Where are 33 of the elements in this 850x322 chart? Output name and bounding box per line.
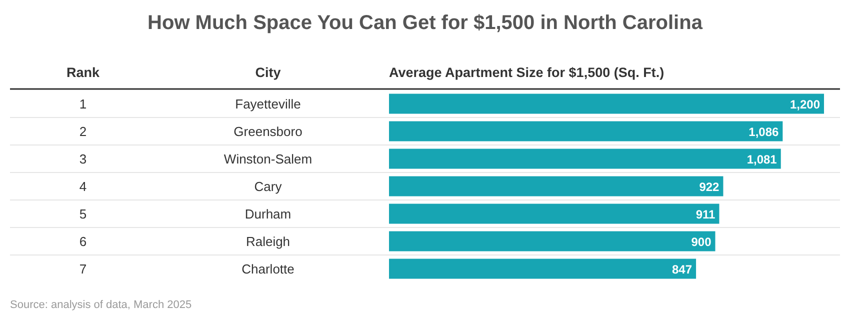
text: Rank	[66, 65, 100, 80]
data-label: 1,086	[748, 124, 779, 139]
text: 1	[79, 96, 87, 112]
source-note: Source: analysis of data, March 2025	[10, 299, 192, 311]
y-tick-label: Greensboro	[234, 124, 302, 139]
bar	[389, 121, 783, 142]
y-tick-label: Charlotte	[242, 261, 294, 276]
data-label: 900	[691, 234, 712, 249]
data-label: 1,081	[746, 152, 778, 166]
text: 7	[79, 261, 87, 276]
text: 5	[79, 206, 87, 222]
y-tick-label: Winston-Salem	[224, 151, 312, 166]
data-label: 911	[696, 207, 716, 222]
bar	[389, 231, 716, 252]
text: 3	[79, 151, 87, 166]
y-axis-title: City	[255, 65, 282, 80]
text: 2	[79, 124, 87, 139]
bar	[389, 148, 781, 169]
bar	[389, 258, 696, 279]
bar	[389, 176, 724, 196]
data-label: 847	[672, 262, 692, 276]
y-tick-label: Fayetteville	[235, 96, 301, 112]
y-tick-label: Raleigh	[246, 234, 290, 249]
data-label: 1,200	[790, 97, 820, 112]
chart-title: How Much Space You Can Get for $1,500 in North Carolina	[148, 12, 704, 34]
x-axis-title: Average Apartment Size for $1,500 (Sq. Ft.)	[389, 65, 664, 80]
y-tick-label: Cary	[254, 178, 282, 194]
data-label: 922	[699, 180, 720, 194]
bar	[389, 94, 824, 114]
text: 6	[79, 234, 87, 249]
text: 4	[79, 178, 87, 194]
bar	[389, 204, 720, 224]
y-tick-label: Durham	[244, 206, 292, 222]
